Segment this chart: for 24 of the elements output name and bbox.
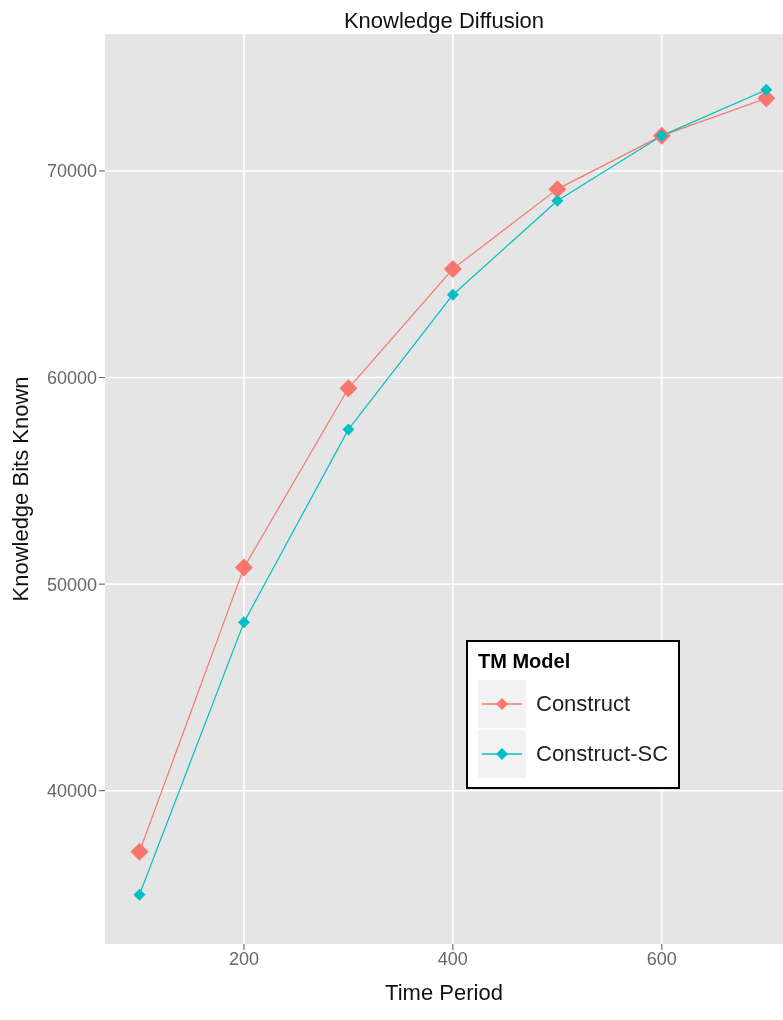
point: [339, 379, 358, 398]
point: [342, 423, 355, 436]
x-tick-label: 600: [646, 948, 677, 969]
point: [443, 259, 462, 278]
x-tick-label: 200: [228, 948, 259, 969]
point: [760, 83, 773, 96]
point: [130, 842, 149, 861]
y-tick-label: 40000: [46, 781, 97, 802]
legend-label: Construct-SC: [536, 741, 669, 767]
legend-label: Construct: [536, 691, 631, 717]
y-tick-label: 50000: [46, 574, 97, 595]
x-tick-label: 400: [437, 948, 468, 969]
point: [551, 194, 564, 207]
point: [548, 180, 567, 199]
point: [133, 888, 146, 901]
point: [446, 288, 459, 301]
chart-title: Knowledge Diffusion: [342, 8, 546, 34]
y-tick-label: 70000: [46, 161, 97, 182]
y-tick-label: 60000: [46, 367, 97, 388]
legend-title: TM Model: [478, 650, 572, 673]
point: [237, 616, 250, 629]
x-axis-title: Time Period: [385, 980, 503, 1005]
point: [234, 558, 253, 577]
y-axis-title: Knowledge Bits Known: [7, 376, 33, 602]
